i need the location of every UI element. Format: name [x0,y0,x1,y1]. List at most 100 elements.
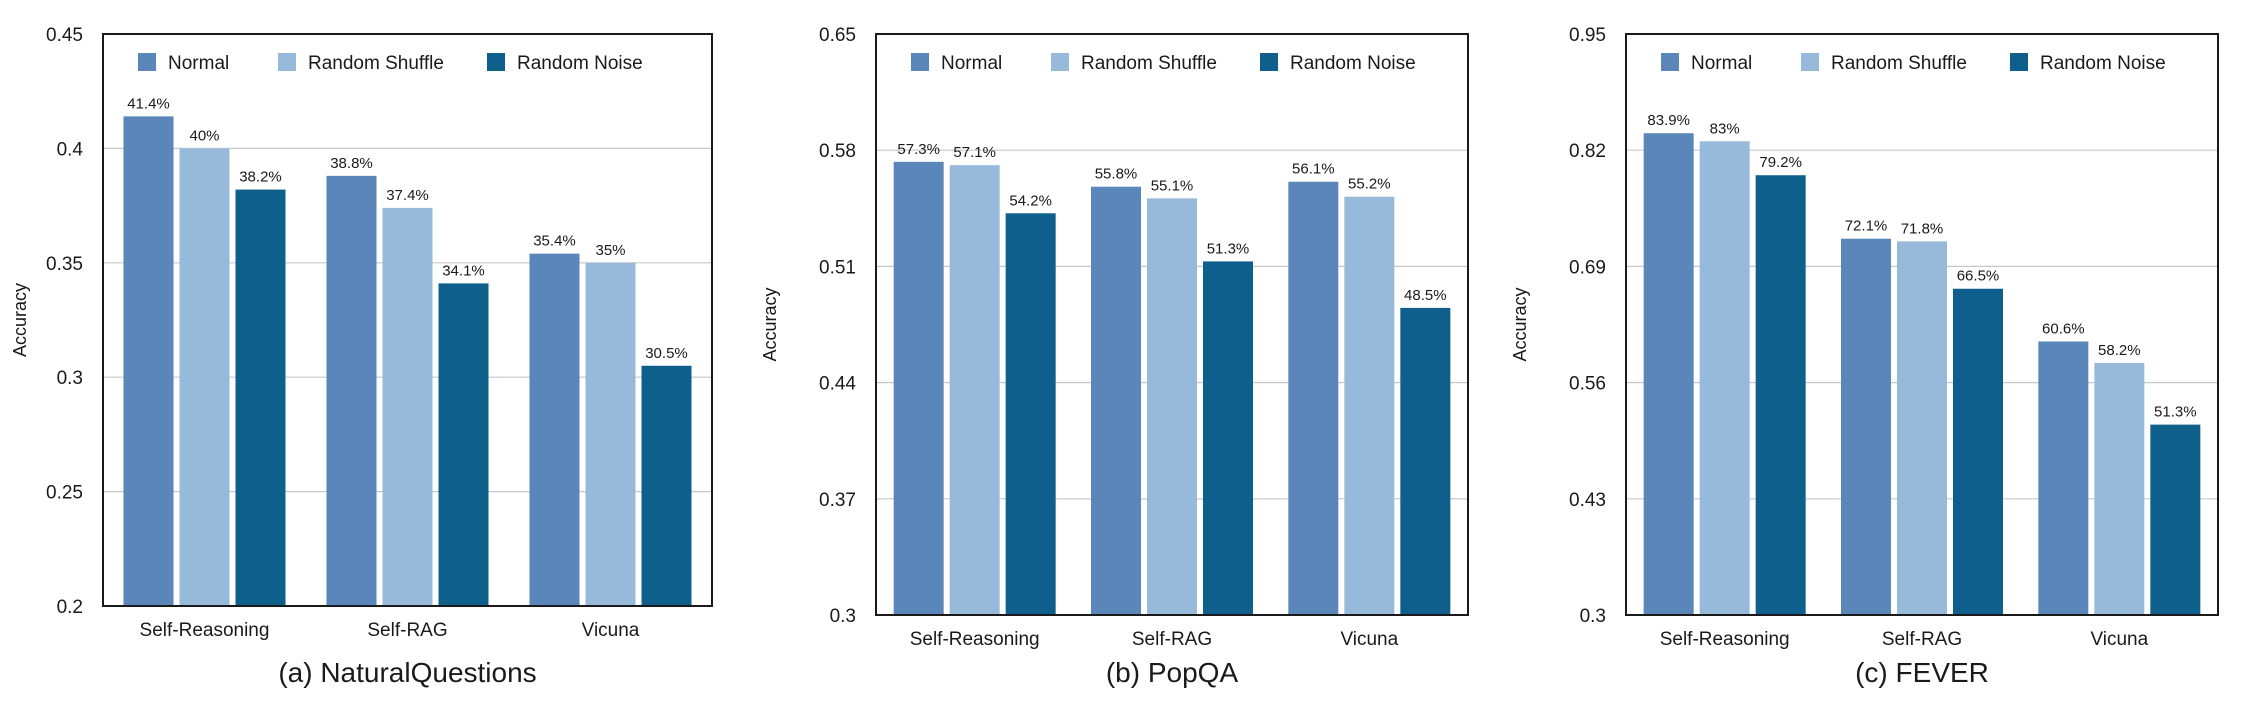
chart-1-ytick-label: 0.3 [830,606,856,627]
chart-0-ytick-label: 0.4 [57,139,84,160]
chart-0-data-label: 41.4% [127,95,170,112]
chart-0-legend-label: Normal [168,53,229,74]
chart-0-legend-swatch [278,53,296,71]
chart-2-data-label: 79.2% [1759,154,1802,171]
chart-2-legend-label: Random Noise [2040,53,2166,74]
chart-2-category-label: Self-Reasoning [1660,629,1790,650]
chart-2-bar-vicuna-random-noise [2150,424,2201,615]
chart-2-bar-self-reasoning-random-shuffle [1699,141,1750,615]
chart-2-data-label: 60.6% [2042,320,2085,337]
chart-1-bar-vicuna-random-shuffle [1344,196,1395,615]
chart-1-ytick-label: 0.51 [819,257,856,278]
chart-0-data-label: 35.4% [533,233,576,250]
chart-1-ytick-label: 0.44 [819,374,856,395]
chart-0-bar-self-reasoning-random-noise [235,189,286,607]
chart-1-legend-label: Random Noise [1290,53,1416,74]
chart-1-category-label: Self-Reasoning [910,629,1040,650]
chart-2-data-label: 83.9% [1647,112,1690,129]
chart-0-legend-label: Random Noise [517,53,643,74]
chart-2-bar-self-rag-random-noise [1953,288,2003,615]
chart-0-data-label: 38.8% [330,155,373,172]
chart-2-title: (c) FEVER [1855,657,1989,688]
chart-1-bar-self-reasoning-normal [893,161,944,615]
chart-1-bar-self-reasoning-random-noise [1005,213,1056,615]
chart-0-bar-self-rag-random-noise [438,283,489,606]
chart-1-ytick-label: 0.58 [819,141,856,162]
chart-2-ytick-label: 0.82 [1569,141,1606,162]
chart-2-bar-self-rag-random-shuffle [1897,241,1947,615]
chart-2-data-label: 58.2% [2098,342,2141,359]
chart-2-ytick-label: 0.95 [1569,25,1606,46]
chart-1-data-label: 57.1% [953,144,996,161]
chart-0-title: (a) NaturalQuestions [278,657,536,688]
chart-0-data-label: 30.5% [645,345,688,362]
chart-fever: 0.3 0.43 0.56 0.69 0.82 0.95 83.9% 83% 79.2% Self… [1510,25,2219,688]
chart-2-category-label: Self-RAG [1882,629,1962,650]
chart-1-data-label: 54.2% [1009,192,1052,209]
chart-2-bar-self-reasoning-normal [1643,133,1694,615]
chart-2-bar-self-reasoning-random-noise [1755,175,1806,615]
chart-1-bar-self-reasoning-random-shuffle [949,165,1000,615]
chart-2-legend-swatch [1801,53,1819,71]
chart-0-ylabel: Accuracy [10,283,30,357]
chart-natural-questions: 0.2 0.25 0.3 0.35 0.4 0.45 41.4% 40% 38.2% Self-R… [10,25,713,688]
chart-2-data-label: 83% [1710,120,1740,137]
chart-panel-popqa: 0.3 0.37 0.44 0.51 0.58 0.65 57.3% 57.1% 54.2% Se… [750,0,1500,706]
chart-2-data-label: 72.1% [1845,218,1888,235]
chart-1-data-label: 55.1% [1151,177,1194,194]
chart-1-data-label: 48.5% [1404,287,1447,304]
chart-0-bar-self-reasoning-normal [123,116,174,607]
chart-0-bar-self-reasoning-random-shuffle [179,148,230,606]
chart-2-legend-label: Random Shuffle [1831,53,1967,74]
chart-0-bar-vicuna-random-shuffle [585,262,636,606]
chart-0-bar-vicuna-random-noise [641,365,692,606]
chart-2-data-label: 66.5% [1957,268,2000,285]
chart-panel-fever: 0.3 0.43 0.56 0.69 0.82 0.95 83.9% 83% 79.2% Self… [1500,0,2250,706]
chart-2-data-label: 71.8% [1901,220,1944,237]
chart-1-legend-label: Normal [941,53,1002,74]
chart-0-data-label: 37.4% [386,187,429,204]
chart-1-data-label: 56.1% [1292,161,1335,178]
chart-0-ytick-label: 0.35 [46,254,83,275]
chart-0-data-label: 40% [189,127,219,144]
chart-1-title: (b) PopQA [1106,657,1239,688]
chart-1-data-label: 55.2% [1348,176,1391,193]
chart-0-data-label: 38.2% [239,169,282,186]
chart-2-category-label: Vicuna [2090,629,2148,650]
chart-1-data-label: 57.3% [897,141,940,158]
chart-1-ytick-label: 0.37 [819,490,856,511]
chart-2-ytick-label: 0.3 [1580,606,1606,627]
chart-2-legend-swatch [1661,53,1679,71]
chart-1-ytick-label: 0.65 [819,25,856,46]
chart-0-data-label: 34.1% [442,262,485,279]
chart-1-bar-vicuna-random-noise [1400,307,1451,615]
chart-2-ytick-label: 0.69 [1569,257,1606,278]
chart-1-bar-self-rag-random-noise [1203,261,1253,615]
chart-0-ytick-label: 0.45 [46,25,83,46]
chart-0-category-label: Vicuna [582,620,640,641]
chart-0-legend-swatch [487,53,505,71]
chart-2-bar-vicuna-normal [2038,341,2089,615]
chart-1-legend-label: Random Shuffle [1081,53,1217,74]
chart-0-bar-self-rag-random-shuffle [382,207,433,606]
chart-0-bar-self-rag-normal [326,175,377,606]
chart-1-category-label: Self-RAG [1132,629,1212,650]
chart-2-plot-frame [1625,33,2219,616]
chart-1-category-label: Vicuna [1340,629,1398,650]
chart-0-ytick-label: 0.25 [46,483,83,504]
chart-0-data-label: 35% [595,242,625,259]
chart-1-legend-swatch [1260,53,1278,71]
chart-panel-natural-questions: 0.2 0.25 0.3 0.35 0.4 0.45 41.4% 40% 38.2% Self-R… [0,0,750,706]
chart-1-plot-frame [875,33,1469,616]
chart-2-data-label: 51.3% [2154,404,2197,421]
chart-1-bar-vicuna-normal [1288,181,1339,616]
chart-0-legend-swatch [138,53,156,71]
chart-2-ytick-label: 0.56 [1569,374,1606,395]
chart-1-legend-swatch [1051,53,1069,71]
chart-2-ytick-label: 0.43 [1569,490,1606,511]
chart-0-ytick-label: 0.2 [57,597,83,618]
chart-0-legend-label: Random Shuffle [308,53,444,74]
chart-2-legend-label: Normal [1691,53,1752,74]
chart-1-bar-self-rag-random-shuffle [1147,198,1197,615]
